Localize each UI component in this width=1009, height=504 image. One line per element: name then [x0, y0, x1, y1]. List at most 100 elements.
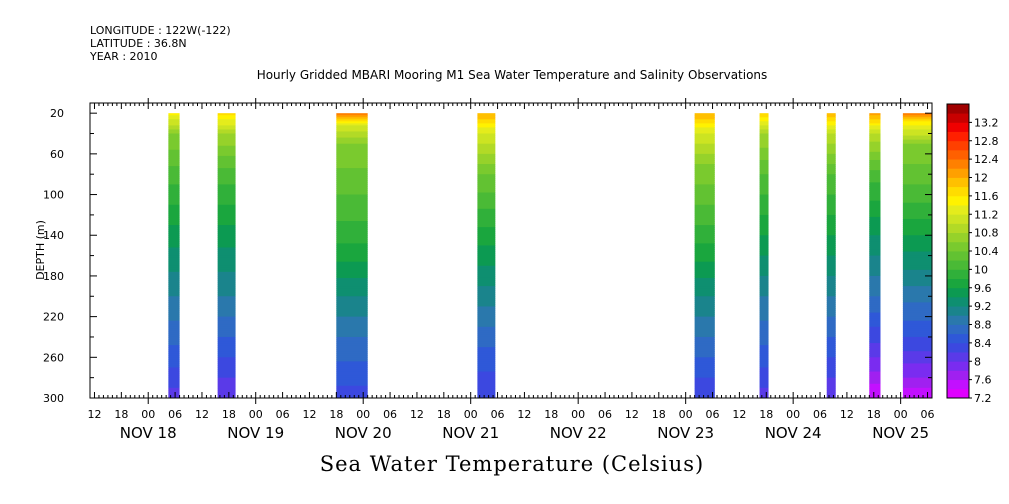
bar-7-cell: [869, 377, 881, 381]
bar-3-cell: [477, 296, 496, 299]
bar-4-cell: [694, 119, 715, 122]
bar-4-cell: [694, 182, 715, 185]
bar-5-cell: [759, 145, 769, 149]
bar-4-cell: [694, 269, 715, 273]
bar-0-cell: [168, 353, 180, 356]
bar-8: [902, 113, 932, 399]
x-tick-label: 00: [464, 408, 478, 421]
bar-1-cell: [217, 253, 236, 257]
x-tick-label: 12: [302, 408, 316, 421]
bar-1-cell: [217, 261, 236, 265]
bar-3-cell: [477, 371, 496, 375]
x-tick-label: 18: [329, 408, 343, 421]
bar-5-cell: [759, 210, 769, 214]
bar-2-cell: [336, 292, 368, 295]
bar-0-cell: [168, 121, 180, 124]
bar-7-cell: [869, 237, 881, 240]
bar-8-cell: [902, 202, 932, 206]
bar-6-cell: [826, 336, 836, 340]
bar-8-cell: [902, 332, 932, 336]
bar-5-cell: [759, 265, 769, 269]
bar-1-cell: [217, 357, 236, 360]
bar-3-cell: [477, 233, 496, 236]
bar-7-cell: [869, 314, 881, 318]
bar-4-cell: [694, 286, 715, 289]
bar-4-cell: [694, 341, 715, 344]
bar-6-cell: [826, 369, 836, 373]
bar-7-cell: [869, 393, 881, 397]
bar-5-cell: [759, 168, 769, 171]
bar-8-cell: [902, 166, 932, 169]
bar-7-cell: [869, 373, 881, 377]
bar-2-cell: [336, 381, 368, 385]
bar-6-cell: [826, 310, 836, 314]
bar-5-cell: [759, 137, 769, 141]
bar-1-cell: [217, 174, 236, 177]
bar-2-cell: [336, 286, 368, 289]
bar-0-cell: [168, 186, 180, 189]
bar-4-cell: [694, 306, 715, 309]
bar-6-cell: [826, 245, 836, 248]
bar-7-cell: [869, 194, 881, 198]
bar-3-cell: [477, 345, 496, 348]
bar-6-cell: [826, 151, 836, 155]
bar-7-cell: [869, 302, 881, 305]
bar-0-cell: [168, 172, 180, 175]
bar-0-cell: [168, 273, 180, 277]
bar-6-cell: [826, 178, 836, 181]
bar-8-cell: [902, 353, 932, 356]
bar-6-cell: [826, 275, 836, 279]
bar-5-cell: [759, 249, 769, 253]
bar-5-cell: [759, 308, 769, 312]
bar-2-cell: [336, 318, 368, 322]
bar-5-cell: [759, 379, 769, 383]
bar-8-cell: [902, 391, 932, 395]
bar-5-cell: [759, 314, 769, 318]
bar-3-cell: [477, 282, 496, 285]
bar-1-cell: [217, 304, 236, 307]
bar-2-cell: [336, 373, 368, 377]
bar-1-cell: [217, 355, 236, 358]
bar-3-cell: [477, 267, 496, 271]
bar-7-cell: [869, 214, 881, 218]
bar-6-cell: [826, 347, 836, 350]
bar-8-cell: [902, 371, 932, 375]
bar-1-cell: [217, 345, 236, 348]
bar-6-cell: [826, 149, 836, 153]
bar-8-cell: [902, 282, 932, 285]
bar-4-cell: [694, 184, 715, 187]
colorbar: 13.2 12.8 12.4 12 11.6 11.2 10.8 10.4 10 9.6 9.2 8.…: [946, 103, 999, 405]
bar-2-cell: [336, 267, 368, 271]
bar-1-cell: [217, 178, 236, 181]
bar-5-cell: [759, 330, 769, 334]
bar-2-cell: [336, 157, 368, 161]
colorbar-tick-label: 7.6: [974, 374, 992, 387]
bar-7-cell: [869, 202, 881, 206]
bar-8-cell: [902, 379, 932, 383]
bar-2-cell: [336, 233, 368, 236]
bar-4-cell: [694, 147, 715, 151]
bar-6-cell: [826, 294, 836, 297]
bar-6-cell: [826, 284, 836, 287]
bar-8-cell: [902, 373, 932, 377]
bar-1-cell: [217, 237, 236, 240]
bar-1-cell: [217, 259, 236, 263]
bar-7-cell: [869, 359, 881, 362]
bar-0-cell: [168, 202, 180, 206]
bar-7-cell: [869, 290, 881, 293]
bar-0-cell: [168, 149, 180, 153]
bar-5-cell: [759, 241, 769, 244]
bar-7-cell: [869, 233, 881, 236]
x-tick-label: 00: [679, 408, 693, 421]
bar-1-cell: [217, 280, 236, 283]
bar-8-cell: [902, 157, 932, 161]
bar-8-cell: [902, 117, 932, 120]
bar-6-cell: [826, 332, 836, 336]
bar-5-cell: [759, 326, 769, 330]
bar-1-cell: [217, 294, 236, 297]
bar-1-cell: [217, 113, 236, 116]
bar-0-cell: [168, 377, 180, 381]
bar-6-cell: [826, 326, 836, 330]
bar-4-cell: [694, 208, 715, 212]
bar-4-cell: [694, 275, 715, 279]
